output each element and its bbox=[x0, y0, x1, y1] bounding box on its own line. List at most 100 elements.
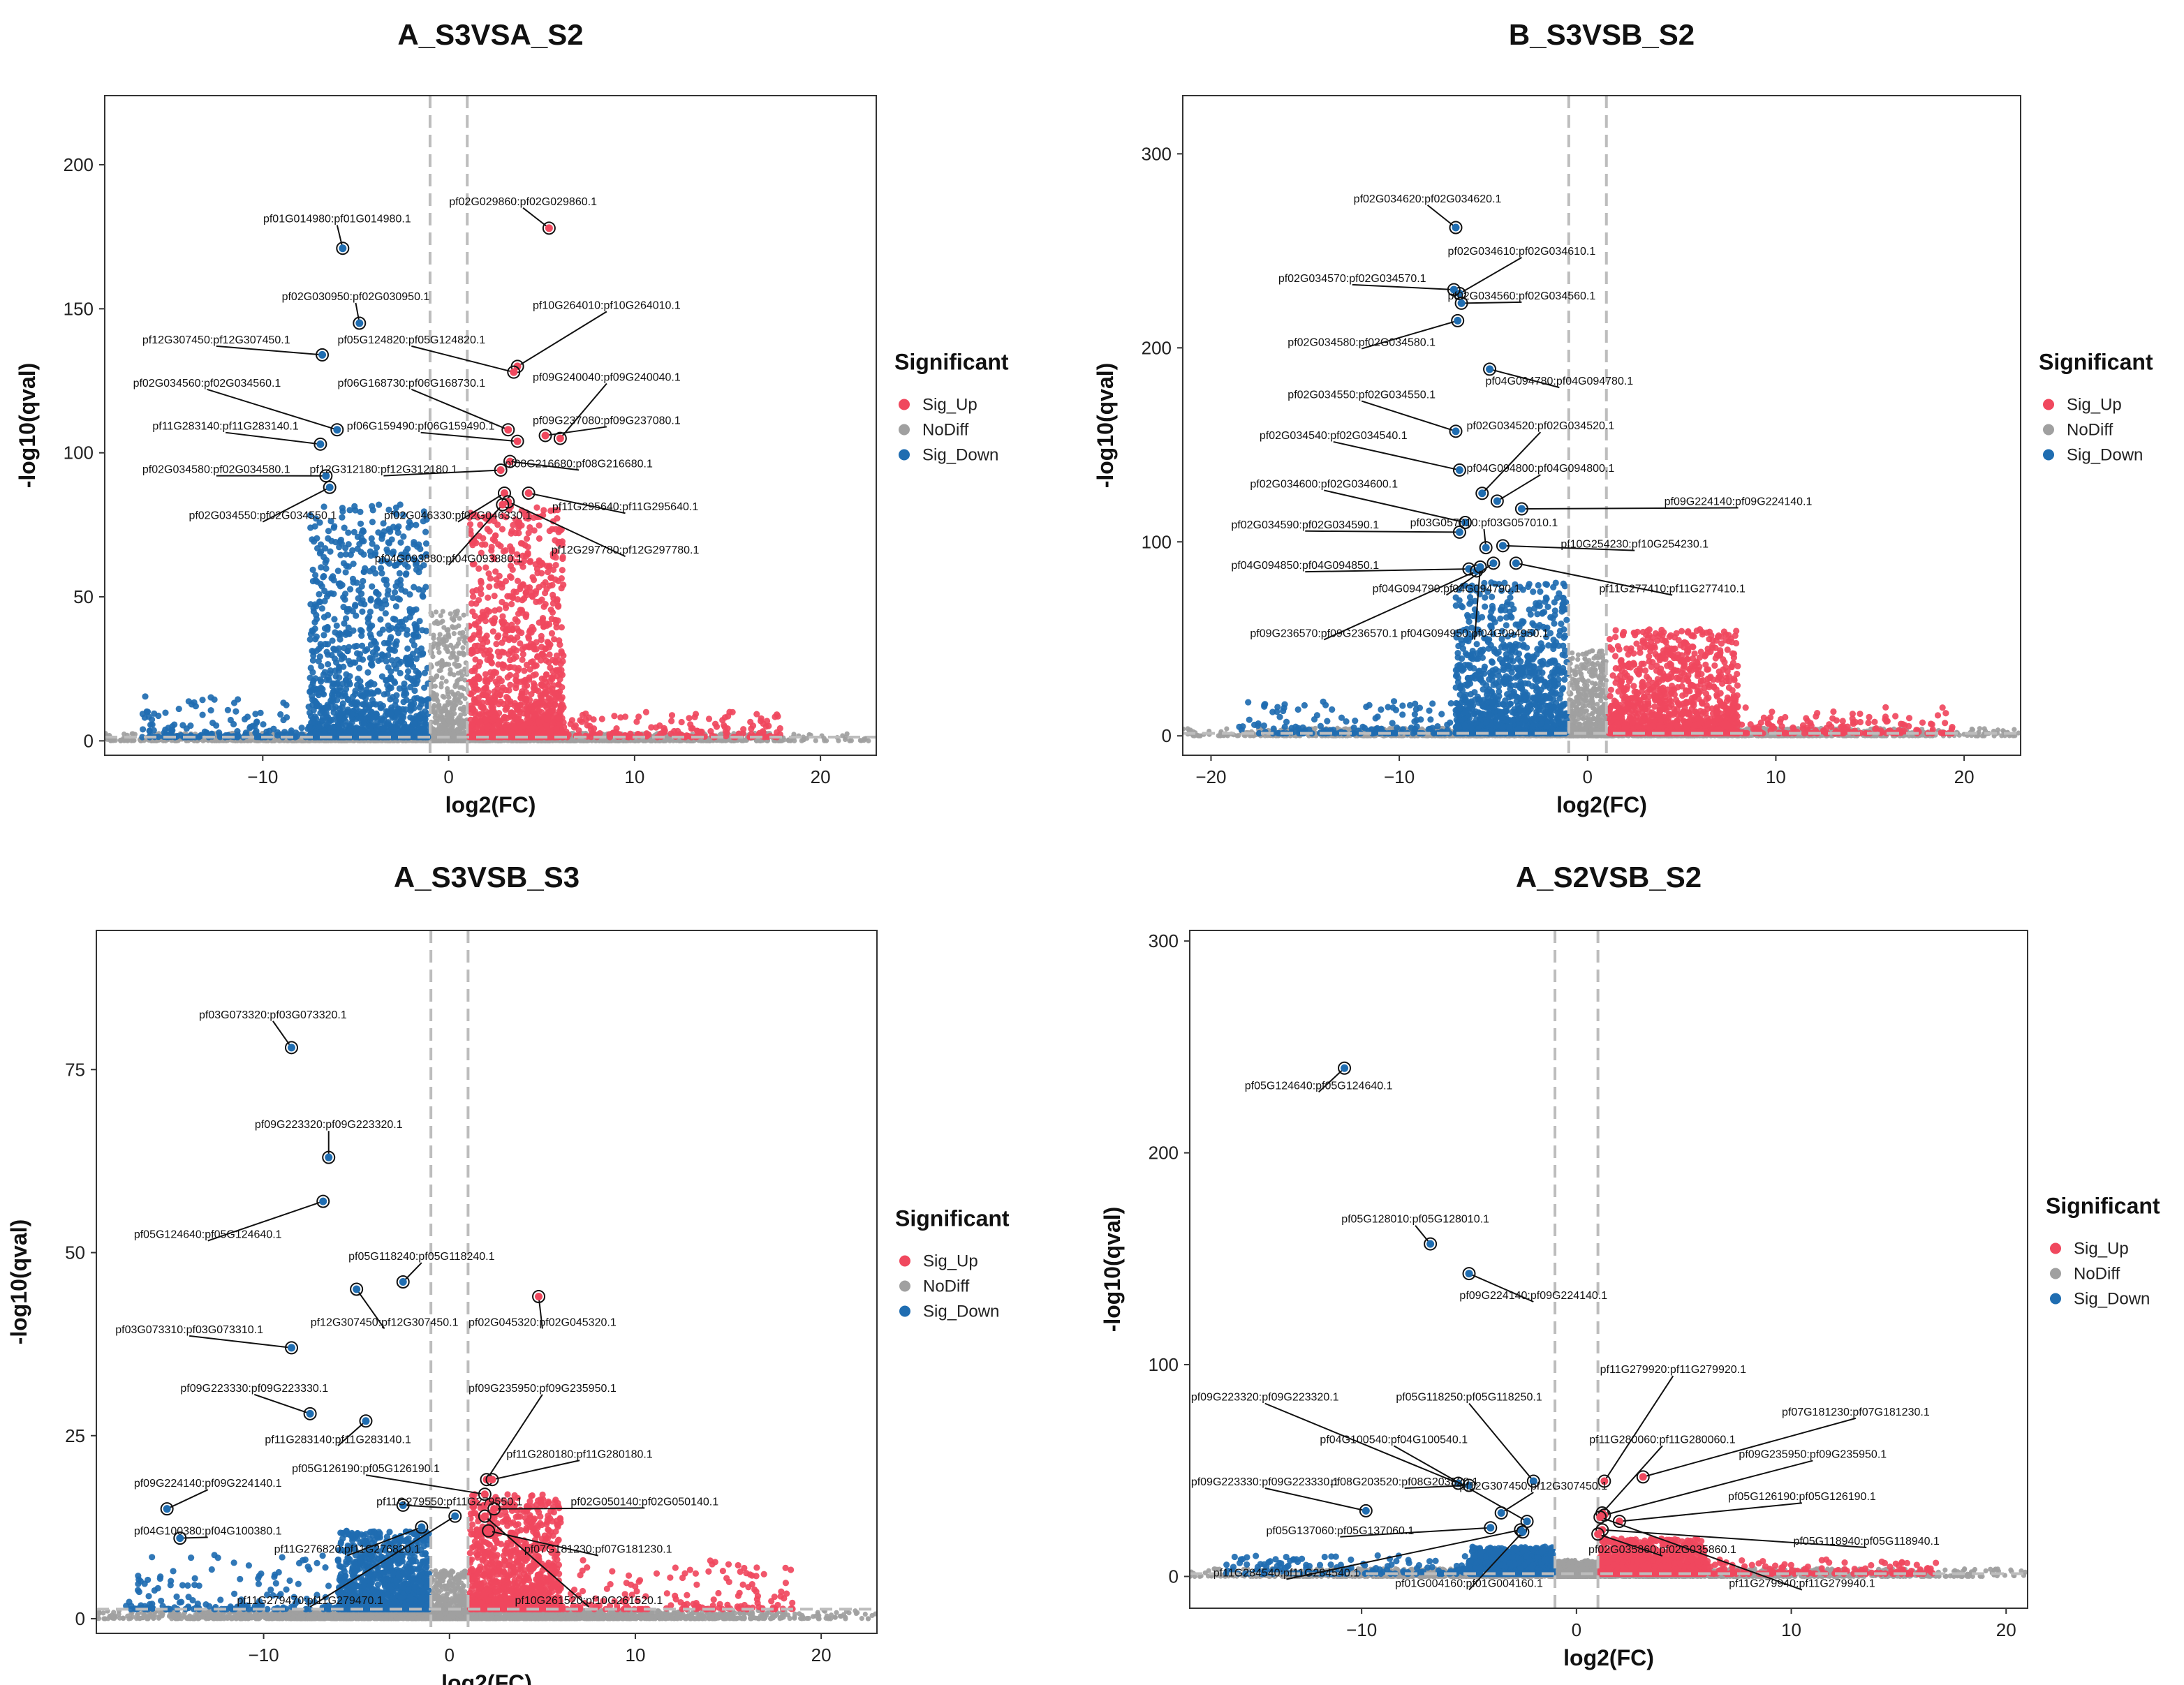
nodiff-point bbox=[431, 641, 437, 646]
sig-down-point bbox=[385, 560, 393, 567]
nodiff-point bbox=[441, 639, 447, 644]
sig-down-point bbox=[351, 528, 357, 535]
nodiff-point bbox=[66, 736, 71, 741]
sig-down-point bbox=[367, 597, 374, 604]
sig-down-point bbox=[422, 720, 429, 727]
sig-down-point bbox=[359, 527, 367, 534]
nodiff-point bbox=[461, 612, 466, 618]
nodiff-point bbox=[840, 733, 846, 738]
sig-down-point bbox=[420, 562, 427, 569]
sig-down-point bbox=[396, 618, 404, 626]
nodiff-point bbox=[125, 738, 131, 743]
sig-down-point bbox=[356, 651, 364, 658]
sig-down-point bbox=[320, 503, 327, 510]
sig-down-point bbox=[341, 644, 348, 652]
sig-down-point bbox=[400, 512, 407, 519]
sig-down-point bbox=[369, 583, 376, 590]
sig-down-point bbox=[342, 569, 349, 576]
sig-down-point bbox=[334, 567, 341, 574]
sig-down-point bbox=[376, 599, 383, 606]
sig-down-point bbox=[327, 667, 334, 674]
nodiff-point bbox=[432, 683, 438, 689]
sig-down-point bbox=[403, 690, 410, 697]
sig-down-point bbox=[388, 536, 395, 543]
sig-down-point bbox=[366, 614, 373, 621]
nodiff-point bbox=[452, 661, 457, 667]
sig-down-point bbox=[378, 656, 385, 663]
sig-up-point bbox=[482, 564, 489, 571]
nodiff-point bbox=[73, 738, 78, 743]
sig-down-point bbox=[382, 610, 389, 617]
sig-down-point bbox=[312, 515, 320, 522]
volcano-plot-a-s3vsa-s2: A_S3VSA_S2 pf02G029860:pf02G029860.1 pf01G… bbox=[0, 0, 1092, 842]
nodiff-point bbox=[443, 646, 449, 651]
sig-down-point bbox=[331, 616, 338, 623]
nodiff-point bbox=[443, 662, 449, 667]
sig-down-point bbox=[409, 663, 417, 670]
sig-down-point bbox=[378, 704, 385, 711]
sig-down-point bbox=[404, 668, 412, 675]
sig-down-point bbox=[422, 540, 430, 547]
sig-down-point bbox=[379, 626, 387, 633]
sig-down-point bbox=[383, 677, 390, 684]
sig-down-point bbox=[318, 564, 325, 571]
sig-down-point bbox=[325, 704, 332, 711]
sig-down-point bbox=[396, 685, 403, 692]
sig-down-point bbox=[325, 611, 332, 618]
sig-up-point bbox=[523, 535, 531, 542]
sig-down-point bbox=[330, 645, 337, 653]
sig-down-point bbox=[369, 540, 376, 547]
nodiff-point bbox=[448, 655, 454, 660]
nodiff-point bbox=[454, 681, 459, 686]
sig-down-point bbox=[350, 659, 357, 666]
nodiff-point bbox=[121, 731, 127, 737]
sig-down-point bbox=[364, 646, 371, 653]
sig-down-point bbox=[346, 586, 354, 593]
sig-down-point bbox=[404, 552, 411, 559]
sig-down-point bbox=[330, 688, 337, 695]
sig-down-point bbox=[421, 684, 428, 691]
nodiff-point bbox=[131, 738, 137, 743]
sig-down-point bbox=[341, 654, 348, 661]
sig-down-point bbox=[333, 622, 340, 630]
nodiff-point bbox=[441, 625, 447, 630]
sig-down-point bbox=[404, 631, 411, 638]
nodiff-point bbox=[436, 668, 442, 674]
sig-down-point bbox=[342, 713, 349, 720]
sig-down-point bbox=[388, 668, 394, 675]
nodiff-point bbox=[456, 663, 462, 669]
sig-down-point bbox=[406, 608, 413, 615]
nodiff-point bbox=[431, 635, 436, 641]
sig-down-point bbox=[311, 697, 318, 705]
sig-down-point bbox=[330, 723, 337, 730]
sig-down-point bbox=[415, 568, 422, 576]
nodiff-point bbox=[45, 738, 50, 743]
sig-down-point bbox=[421, 669, 429, 676]
sig-down-point bbox=[400, 533, 407, 540]
sig-down-point bbox=[362, 565, 369, 572]
sig-down-point bbox=[337, 551, 344, 558]
sig-down-point bbox=[353, 642, 360, 650]
sig-up-point bbox=[499, 526, 506, 533]
sig-down-point bbox=[422, 584, 429, 591]
sig-down-point bbox=[383, 658, 390, 665]
sig-down-point bbox=[351, 699, 357, 706]
sig-down-point bbox=[406, 591, 413, 598]
sig-down-point bbox=[341, 596, 348, 603]
sig-down-point bbox=[378, 558, 385, 565]
sig-down-point bbox=[307, 630, 315, 637]
nodiff-point bbox=[65, 732, 70, 737]
sig-up-point bbox=[528, 691, 535, 698]
sig-down-point bbox=[307, 524, 314, 531]
sig-down-point bbox=[322, 641, 329, 648]
nodiff-point bbox=[448, 718, 453, 724]
sig-down-point bbox=[354, 545, 361, 552]
sig-up-point bbox=[529, 623, 536, 630]
nodiff-point bbox=[436, 650, 442, 655]
nodiff-point bbox=[438, 613, 443, 618]
sig-down-point bbox=[323, 676, 330, 683]
sig-down-point bbox=[358, 642, 366, 649]
sig-down-point bbox=[320, 691, 327, 698]
nodiff-point bbox=[94, 737, 98, 742]
sig-down-point bbox=[399, 727, 406, 734]
